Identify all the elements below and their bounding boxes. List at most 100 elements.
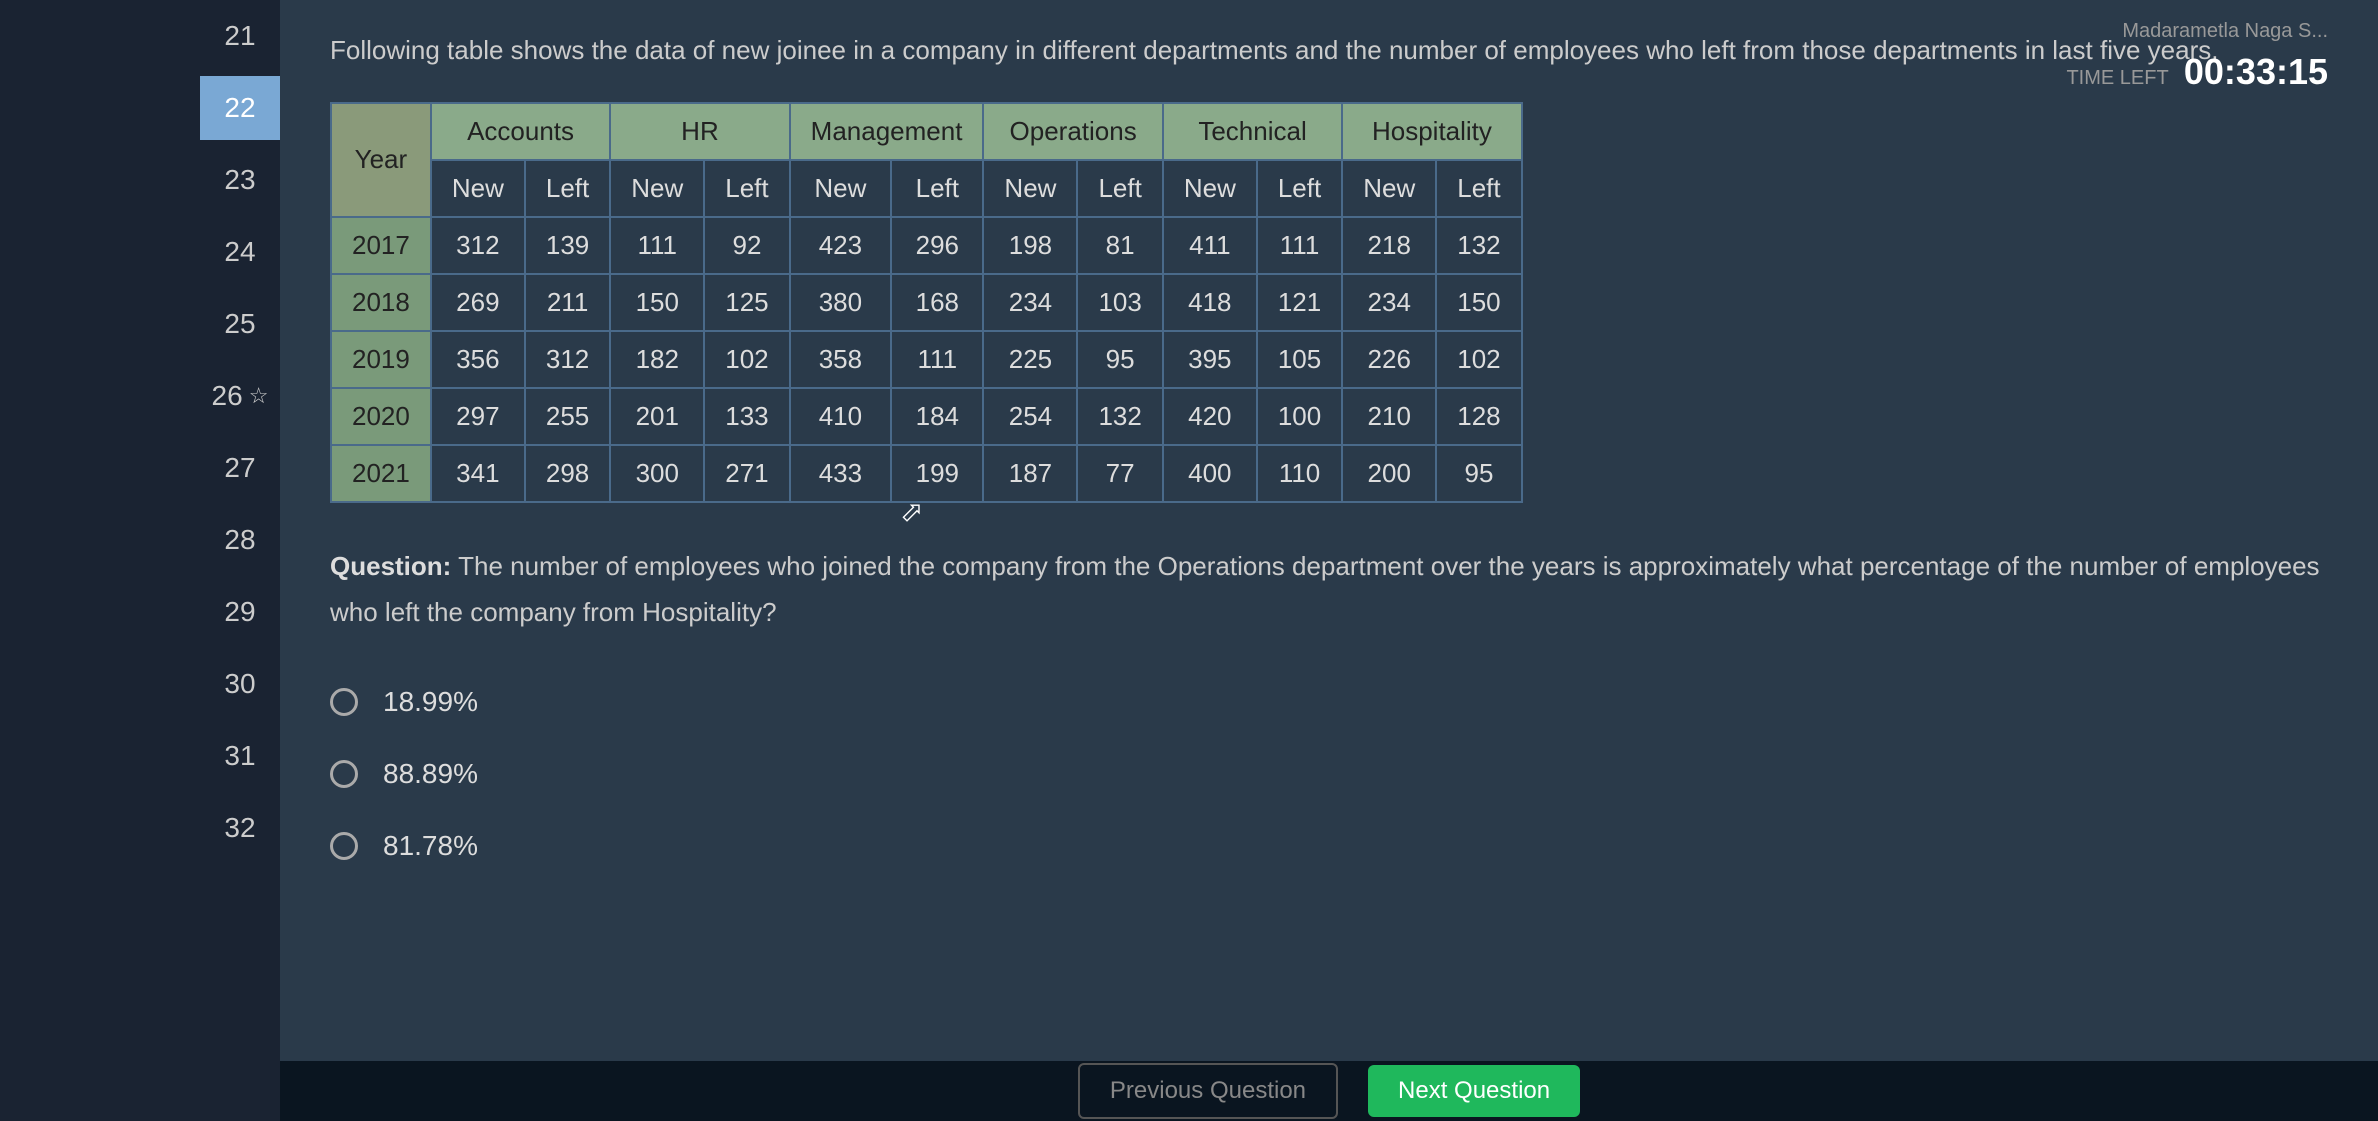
question-nav-30[interactable]: 30 — [200, 652, 280, 716]
table-cell: 234 — [983, 274, 1077, 331]
option-2[interactable]: 81.78% — [330, 830, 2328, 862]
table-cell: 102 — [1436, 331, 1521, 388]
table-cell: 168 — [891, 274, 983, 331]
radio-icon — [330, 760, 358, 788]
sub-header-left: Left — [525, 160, 610, 217]
dept-header-operations: Operations — [983, 103, 1162, 160]
table-cell: 312 — [525, 331, 610, 388]
dept-header-accounts: Accounts — [431, 103, 610, 160]
sub-header-new: New — [431, 160, 525, 217]
table-cell: 341 — [431, 445, 525, 502]
time-left-label: TIME LEFT — [2066, 67, 2168, 89]
table-cell: 356 — [431, 331, 525, 388]
table-cell: 100 — [1257, 388, 1342, 445]
option-label: 81.78% — [383, 830, 478, 862]
table-cell: 380 — [790, 274, 892, 331]
table-cell: 150 — [1436, 274, 1521, 331]
sub-header-left: Left — [1257, 160, 1342, 217]
table-cell: 395 — [1163, 331, 1257, 388]
dept-header-hr: HR — [610, 103, 789, 160]
table-cell: 200 — [1342, 445, 1436, 502]
sub-header-new: New — [610, 160, 704, 217]
question-nav-28[interactable]: 28 — [200, 508, 280, 572]
question-sidebar: 21 22 23 24 25 26☆ 27 28 29 30 31 32 — [0, 0, 280, 1121]
sub-header-left: Left — [704, 160, 789, 217]
table-cell: 92 — [704, 217, 789, 274]
question-body: The number of employees who joined the c… — [330, 551, 2320, 628]
sub-header-left: Left — [1077, 160, 1162, 217]
table-cell: 423 — [790, 217, 892, 274]
year-cell-2021: 2021 — [331, 445, 431, 502]
table-cell: 298 — [525, 445, 610, 502]
table-cell: 128 — [1436, 388, 1521, 445]
table-cell: 211 — [525, 274, 610, 331]
bottom-bar: Previous Question Next Question — [280, 1061, 2378, 1121]
sub-header-new: New — [1163, 160, 1257, 217]
dept-header-technical: Technical — [1163, 103, 1342, 160]
question-nav-29[interactable]: 29 — [200, 580, 280, 644]
table-cell: 182 — [610, 331, 704, 388]
main-container: 21 22 23 24 25 26☆ 27 28 29 30 31 32 Madarametla Na… — [0, 0, 2378, 1121]
top-bar: Madarametla Naga S... TIME LEFT 00:33:15 — [2066, 20, 2328, 93]
table-cell: 132 — [1077, 388, 1162, 445]
table-cell: 111 — [1257, 217, 1342, 274]
table-cell: 103 — [1077, 274, 1162, 331]
table-cell: 218 — [1342, 217, 1436, 274]
year-cell-2017: 2017 — [331, 217, 431, 274]
question-nav-21[interactable]: 21 — [200, 4, 280, 68]
table-cell: 255 — [525, 388, 610, 445]
question-nav-26[interactable]: 26☆ — [200, 364, 280, 428]
table-cell: 133 — [704, 388, 789, 445]
table-cell: 297 — [431, 388, 525, 445]
table-cell: 254 — [983, 388, 1077, 445]
time-left-value: 00:33:15 — [2184, 51, 2328, 92]
table-cell: 110 — [1257, 445, 1342, 502]
table-cell: 201 — [610, 388, 704, 445]
question-nav-25[interactable]: 25 — [200, 292, 280, 356]
intro-text: Following table shows the data of new jo… — [330, 30, 2328, 72]
table-cell: 296 — [891, 217, 983, 274]
dept-header-management: Management — [790, 103, 984, 160]
table-cell: 225 — [983, 331, 1077, 388]
table-cell: 81 — [1077, 217, 1162, 274]
table-cell: 132 — [1436, 217, 1521, 274]
user-name: Madarametla Naga S... — [2066, 20, 2328, 43]
option-0[interactable]: 18.99% — [330, 686, 2328, 718]
question-nav-24[interactable]: 24 — [200, 220, 280, 284]
content-area: Madarametla Naga S... TIME LEFT 00:33:15… — [280, 0, 2378, 1121]
question-nav-32[interactable]: 32 — [200, 796, 280, 860]
table-cell: 271 — [704, 445, 789, 502]
next-question-button[interactable]: Next Question — [1368, 1065, 1580, 1117]
table-cell: 234 — [1342, 274, 1436, 331]
question-nav-22[interactable]: 22 — [200, 76, 280, 140]
table-cell: 433 — [790, 445, 892, 502]
table-cell: 111 — [891, 331, 983, 388]
time-left: TIME LEFT 00:33:15 — [2066, 51, 2328, 93]
table-cell: 121 — [1257, 274, 1342, 331]
year-cell-2018: 2018 — [331, 274, 431, 331]
question-nav-23[interactable]: 23 — [200, 148, 280, 212]
table-cell: 312 — [431, 217, 525, 274]
option-label: 88.89% — [383, 758, 478, 790]
star-icon: ☆ — [249, 383, 269, 409]
question-text: Question: The number of employees who jo… — [330, 543, 2328, 637]
table-cell: 300 — [610, 445, 704, 502]
year-header: Year — [331, 103, 431, 217]
year-cell-2020: 2020 — [331, 388, 431, 445]
sub-header-left: Left — [1436, 160, 1521, 217]
radio-icon — [330, 688, 358, 716]
option-1[interactable]: 88.89% — [330, 758, 2328, 790]
question-nav-27[interactable]: 27 — [200, 436, 280, 500]
data-table: YearAccountsHRManagementOperationsTechni… — [330, 102, 1523, 503]
dept-header-hospitality: Hospitality — [1342, 103, 1521, 160]
table-cell: 400 — [1163, 445, 1257, 502]
table-cell: 418 — [1163, 274, 1257, 331]
table-cell: 95 — [1077, 331, 1162, 388]
question-nav-31[interactable]: 31 — [200, 724, 280, 788]
table-cell: 77 — [1077, 445, 1162, 502]
table-cell: 184 — [891, 388, 983, 445]
table-cell: 198 — [983, 217, 1077, 274]
sub-header-left: Left — [891, 160, 983, 217]
table-cell: 105 — [1257, 331, 1342, 388]
previous-question-button[interactable]: Previous Question — [1078, 1063, 1338, 1119]
